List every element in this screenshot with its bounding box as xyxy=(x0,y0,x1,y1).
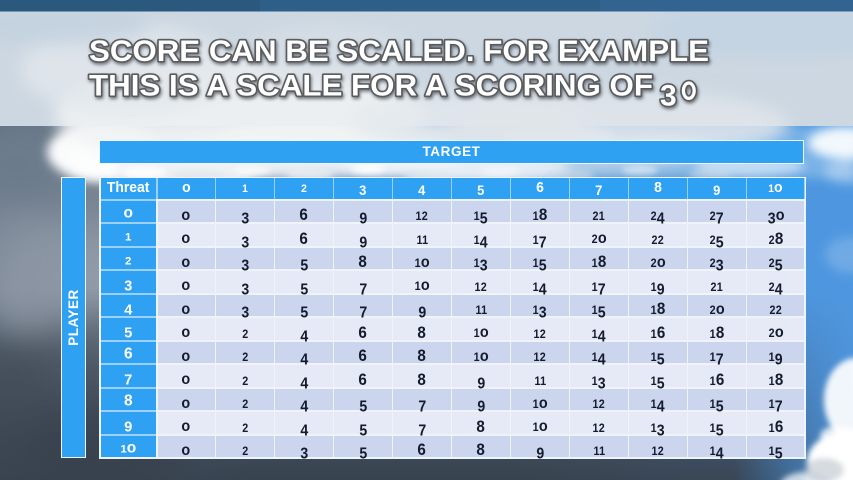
svg-text:SCORE CAN BE SCALED. FOR EXAMP: SCORE CAN BE SCALED. FOR EXAMPLE xyxy=(89,35,709,68)
svg-text:3: 3 xyxy=(660,80,677,113)
svg-text:THIS IS A SCALE FOR A SCORING: THIS IS A SCALE FOR A SCORING OF xyxy=(89,69,653,102)
